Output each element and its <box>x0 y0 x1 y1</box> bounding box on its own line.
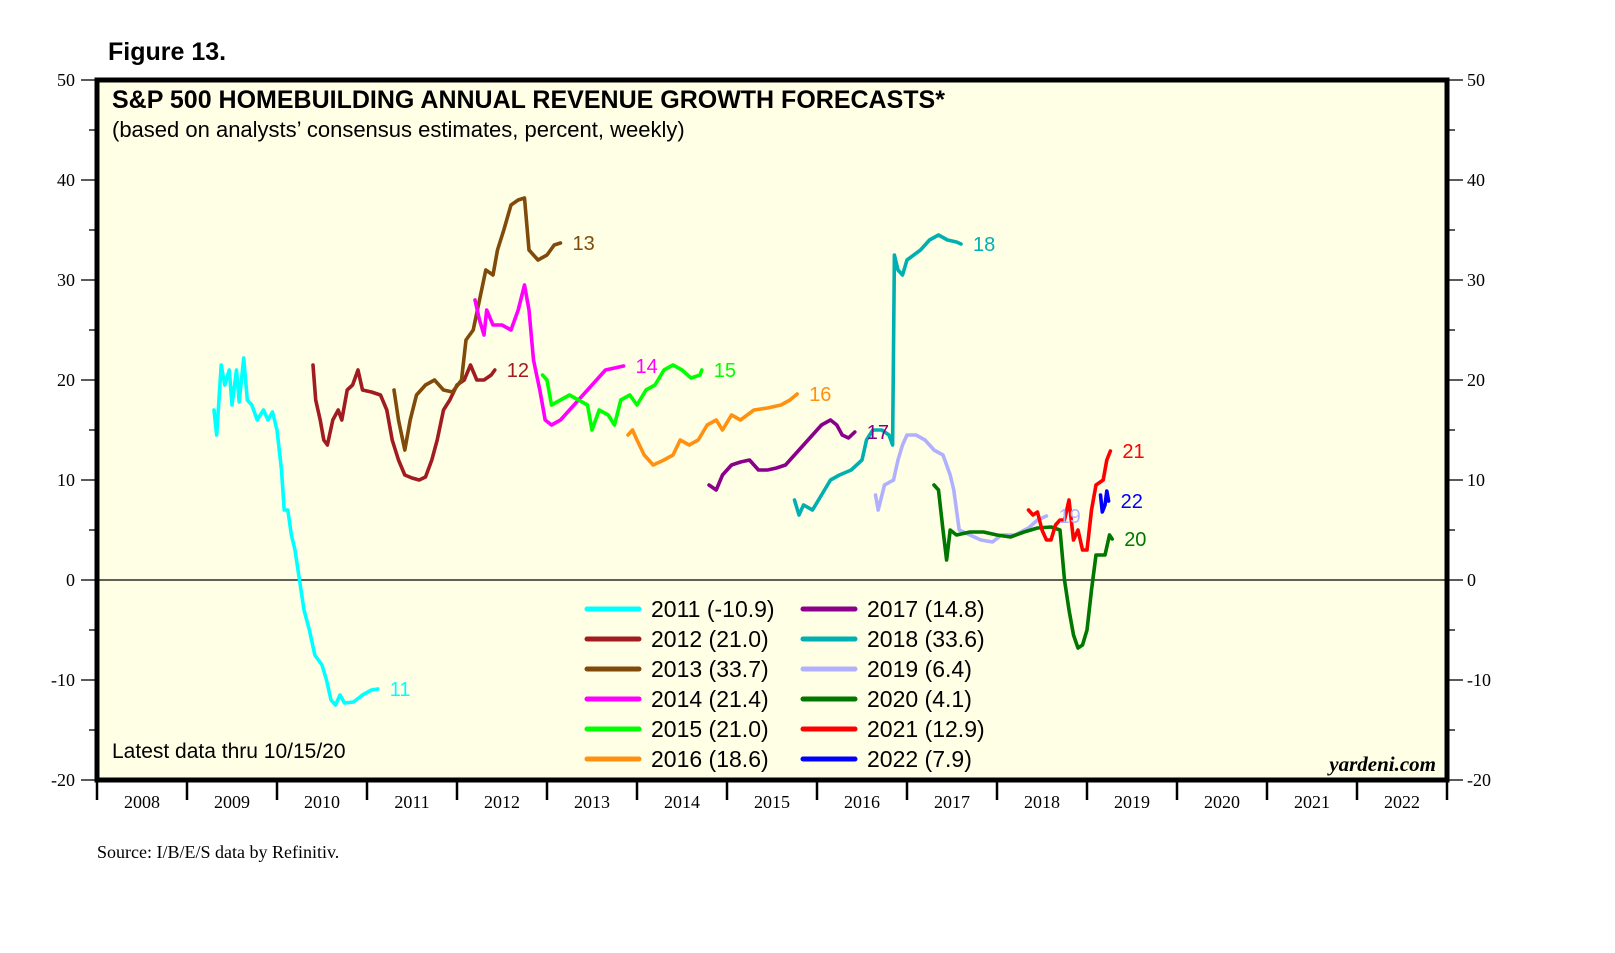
x-tick-label: 2021 <box>1294 792 1330 812</box>
x-tick-label: 2018 <box>1024 792 1060 812</box>
legend-label-2013: 2013 (33.7) <box>651 656 769 682</box>
x-tick-label: 2015 <box>754 792 790 812</box>
latest-data-note: Latest data thru 10/15/20 <box>112 740 346 763</box>
y-tick-label: 10 <box>1467 470 1485 490</box>
x-axis: 2008 2009 2010 2011 2012 2013 2014 2015 2016 2017… <box>95 780 1449 812</box>
series-end-label-2012: 12 <box>507 360 529 382</box>
legend-label-2017: 2017 (14.8) <box>867 596 985 622</box>
legend-label-2011: 2011 (-10.9) <box>651 596 775 622</box>
series-line-2011 <box>212 356 380 707</box>
x-tick-label: 2016 <box>844 792 880 812</box>
series-line-2022 <box>1098 489 1111 514</box>
series-end-label-2015: 15 <box>714 360 736 382</box>
legend-label-2018: 2018 (33.6) <box>867 626 985 652</box>
x-tick-label: 2013 <box>574 792 610 812</box>
x-tick-label: 2014 <box>664 792 700 812</box>
series-line-2020 <box>932 483 1114 650</box>
y-tick-label: -20 <box>1467 770 1491 790</box>
legend-label-2016: 2016 (18.6) <box>651 746 769 772</box>
y-tick-label: 40 <box>57 170 75 190</box>
x-tick-label: 2020 <box>1204 792 1240 812</box>
series-line-2021 <box>1026 449 1113 552</box>
legend-label-2014: 2014 (21.4) <box>651 686 769 712</box>
x-tick-label: 2017 <box>934 792 970 812</box>
y-tick-label: 50 <box>57 70 75 90</box>
y-tick-label: 0 <box>1467 570 1476 590</box>
series-line-2015 <box>540 363 704 432</box>
legend-label-2021: 2021 (12.9) <box>867 716 985 742</box>
legend-label-2012: 2012 (21.0) <box>651 626 769 652</box>
source-note: Source: I/B/E/S data by Refinitiv. <box>97 842 340 862</box>
figure-label: Figure 13. <box>108 38 227 66</box>
x-tick-label: 2009 <box>214 792 250 812</box>
y-tick-label: -20 <box>51 770 75 790</box>
series-end-label-2020: 20 <box>1124 529 1146 551</box>
series-layer <box>212 196 1114 707</box>
chart-subtitle: (based on analysts’ consensus estimates,… <box>112 117 685 142</box>
y-tick-label: 50 <box>1467 70 1485 90</box>
y-axis-left: -20 -10 0 10 20 30 40 50 <box>51 70 97 790</box>
brand-watermark: yardeni.com <box>1326 752 1436 776</box>
x-tick-label: 2012 <box>484 792 520 812</box>
legend-label-2020: 2020 (4.1) <box>867 686 972 712</box>
legend: 2011 (-10.9) 2012 (21.0) 2013 (33.7) 2014 (… <box>584 596 985 772</box>
y-tick-label: 40 <box>1467 170 1485 190</box>
y-tick-label: 20 <box>57 370 75 390</box>
series-line-2013 <box>392 196 563 452</box>
series-line-2018 <box>792 233 963 517</box>
y-tick-label: 10 <box>57 470 75 490</box>
series-end-label-2016: 16 <box>809 384 831 406</box>
y-tick-label: 30 <box>1467 270 1485 290</box>
plot-background <box>97 80 1447 780</box>
legend-label-2015: 2015 (21.0) <box>651 716 769 742</box>
series-line-2017 <box>707 418 857 492</box>
end-labels: 11 12 13 14 15 16 17 18 19 20 21 22 <box>390 233 1147 701</box>
x-tick-label: 2010 <box>304 792 340 812</box>
series-end-label-2014: 14 <box>636 356 658 378</box>
x-tick-label: 2022 <box>1384 792 1420 812</box>
series-end-label-2022: 22 <box>1121 491 1143 513</box>
series-end-label-2018: 18 <box>973 234 995 256</box>
legend-label-2022: 2022 (7.9) <box>867 746 972 772</box>
x-tick-label: 2011 <box>394 792 429 812</box>
y-tick-label: 20 <box>1467 370 1485 390</box>
legend-label-2019: 2019 (6.4) <box>867 656 972 682</box>
series-line-2014 <box>473 283 626 427</box>
series-end-label-2011: 11 <box>390 679 411 701</box>
series-end-label-2013: 13 <box>573 233 595 255</box>
x-tick-label: 2008 <box>124 792 160 812</box>
chart-title: S&P 500 HOMEBUILDING ANNUAL REVENUE GROW… <box>112 86 945 114</box>
series-end-label-2017: 17 <box>867 422 889 444</box>
y-axis-right: -20 -10 0 10 20 30 40 50 <box>1447 70 1491 790</box>
y-tick-label: 30 <box>57 270 75 290</box>
series-end-label-2019: 19 <box>1059 506 1081 528</box>
y-tick-label: -10 <box>51 670 75 690</box>
x-tick-label: 2019 <box>1114 792 1150 812</box>
y-tick-label: -10 <box>1467 670 1491 690</box>
plot-frame <box>94 77 1450 783</box>
series-line-2016 <box>626 392 799 467</box>
y-tick-label: 0 <box>66 570 75 590</box>
series-end-label-2021: 21 <box>1122 441 1144 463</box>
